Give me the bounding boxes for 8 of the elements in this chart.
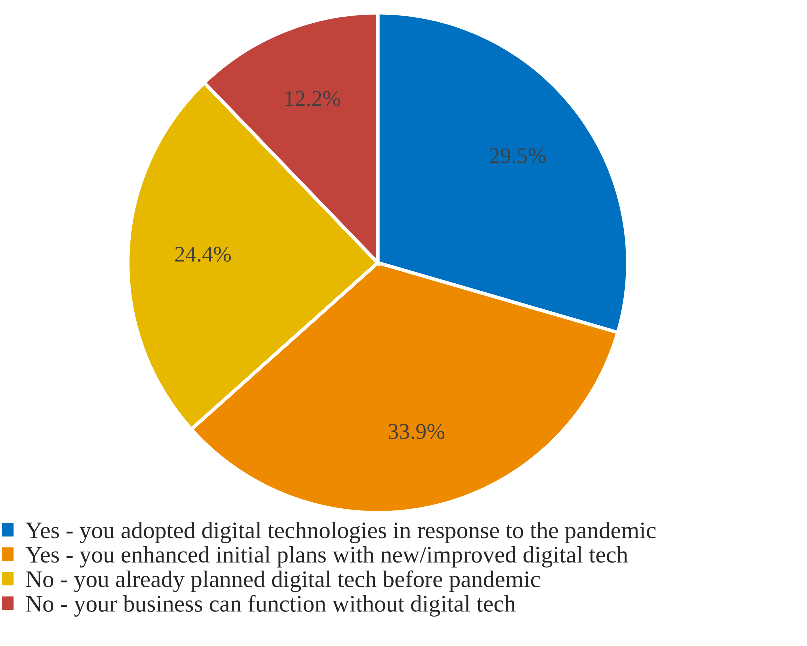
legend-label: Yes - you adopted digital technologies in response to the pandemic (26, 522, 656, 544)
data-label: 29.5% (490, 148, 546, 164)
legend-label: No - your business can function without digital tech (26, 595, 516, 617)
data-label: 33.9% (389, 424, 445, 440)
data-label: 24.4% (175, 246, 232, 262)
legend-label: No - you already planned digital tech before pandemic (26, 570, 540, 592)
data-label: 12.2% (286, 91, 340, 106)
legend-label: Yes - you enhanced initial plans with new/improved digital tech (26, 546, 628, 568)
